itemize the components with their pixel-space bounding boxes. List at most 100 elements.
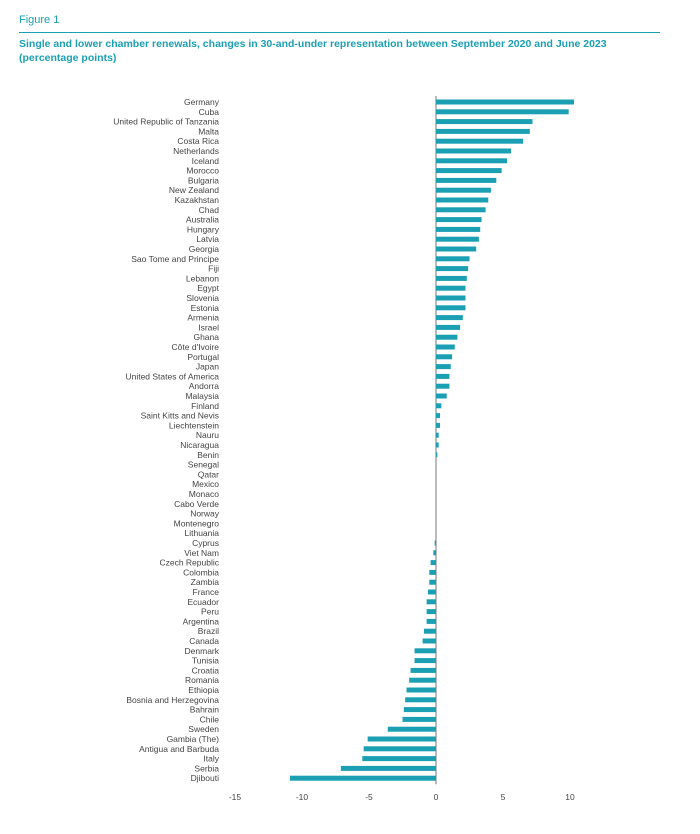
category-label: Ghana [193,332,219,342]
title-rule [19,32,660,33]
bar [436,99,575,105]
bar [423,628,436,634]
bar [426,599,436,605]
category-label: Finland [191,401,219,411]
category-label: Antigua and Barbuda [139,744,219,754]
category-label: Malta [198,126,219,136]
chart-title: Single and lower chamber renewals, chang… [19,38,607,64]
bar [436,119,533,125]
category-label: Liechtenstein [169,420,219,430]
bar [436,354,453,360]
bar [429,579,436,585]
category-label: Sweden [188,724,219,734]
category-label: Latvia [196,234,219,244]
bar [436,383,450,389]
category-label: Bahrain [190,705,220,715]
category-label: Kazakhstan [175,195,220,205]
category-label: Djibouti [191,773,219,783]
category-label: Costa Rica [177,136,219,146]
category-label: Slovenia [186,293,219,303]
bar [436,334,458,340]
category-label: Monaco [189,489,220,499]
category-label: Australia [186,215,219,225]
bar [436,442,439,448]
bar [436,128,530,134]
category-label: Malaysia [185,391,219,401]
category-label: Japan [196,362,219,372]
bar [436,305,466,311]
bar [436,226,481,232]
category-label: Viet Nam [184,548,219,558]
category-label: Benin [197,450,219,460]
bar [434,540,436,546]
bar [436,256,470,262]
bar [429,569,436,575]
bar [363,746,436,752]
x-tick-label: -5 [365,792,373,802]
category-label: Portugal [187,352,219,362]
category-label: Netherlands [173,146,219,156]
bar [436,187,491,193]
x-tick-label: -10 [296,792,309,802]
bar [436,393,447,399]
bar [403,707,436,713]
category-label: Bulgaria [188,175,219,185]
bar [436,285,466,291]
category-label: Croatia [192,665,220,675]
bar [340,765,436,771]
category-label: Morocco [186,166,219,176]
bar [433,550,436,556]
category-label: Canada [189,636,219,646]
bar [436,197,489,203]
bar [436,148,512,154]
bar [430,560,436,566]
bar [436,177,497,183]
bar [436,324,461,330]
bar [436,344,455,350]
bar [427,589,436,595]
bar [436,246,477,252]
category-label: Czech Republic [159,558,219,568]
x-tick-label: 0 [434,792,439,802]
bar [422,638,436,644]
category-label: Ecuador [187,597,219,607]
category-label: Saint Kitts and Nevis [141,411,219,421]
bar [362,756,436,762]
bar [426,609,436,615]
bar [414,658,436,664]
category-label: Denmark [185,646,220,656]
category-label: Montenegro [174,518,220,528]
category-label: Egypt [197,283,219,293]
category-label: United States of America [125,371,219,381]
category-label: Lebanon [186,273,219,283]
category-label: Lithuania [184,528,219,538]
bar [436,295,466,301]
bar [426,618,436,624]
bar [436,422,441,428]
bar [436,266,469,272]
category-label: United Republic of Tanzania [113,117,219,127]
category-label: Iceland [192,156,220,166]
bar [436,168,502,174]
category-label: Georgia [189,244,220,254]
category-label: Serbia [194,763,219,773]
bar [367,736,436,742]
bar [436,217,482,223]
category-label: Cuba [199,107,220,117]
bar [402,716,436,722]
category-label: Chad [199,205,220,215]
category-label: Colombia [183,567,219,577]
bar [436,373,450,379]
category-label: Estonia [191,303,220,313]
category-label: Fiji [208,264,219,274]
bar [436,364,451,370]
category-label: Romania [185,675,219,685]
bar [409,677,436,683]
x-tick-label: -15 [229,792,242,802]
category-label: Germany [184,97,220,107]
category-label: Sao Tome and Principe [131,254,219,264]
bar [436,109,569,115]
bar [436,236,479,242]
bar [414,648,436,654]
category-label: Brazil [198,626,219,636]
